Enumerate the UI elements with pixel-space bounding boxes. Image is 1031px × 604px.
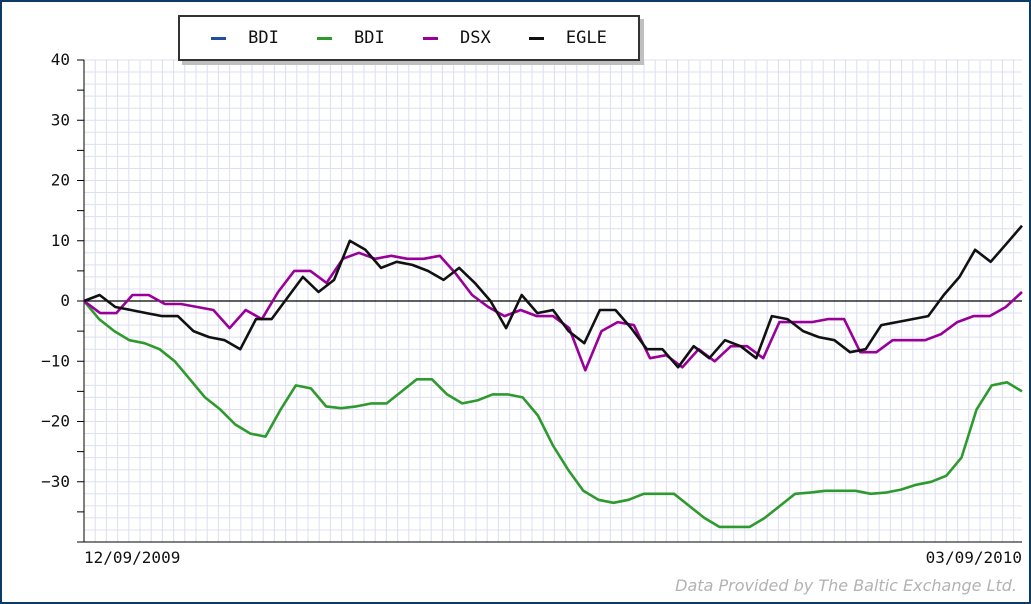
legend-item: BDI xyxy=(211,28,279,48)
y-axis-tick-label: 0 xyxy=(60,291,70,310)
legend-item: DSX xyxy=(422,28,491,48)
series-line xyxy=(83,224,1023,369)
y-axis-tick-label: 20 xyxy=(51,171,70,190)
x-axis-label-end: 03/09/2010 xyxy=(926,548,1022,567)
y-axis-tick-label: −30 xyxy=(41,472,70,491)
legend-swatch xyxy=(528,36,544,40)
legend-swatch xyxy=(422,36,438,40)
legend-label: EGLE xyxy=(565,28,607,48)
legend-item: BDI xyxy=(317,28,385,48)
legend-swatch xyxy=(211,36,227,40)
legend-label: BDI xyxy=(354,28,385,48)
legend-item: EGLE xyxy=(528,28,607,48)
y-axis-tick-label: 30 xyxy=(51,110,70,129)
legend-label: DSX xyxy=(459,28,491,48)
y-axis-tick-label: −10 xyxy=(41,351,70,370)
data-credit: Data Provided by The Baltic Exchange Ltd… xyxy=(675,576,1017,595)
x-axis-label-start: 12/09/2009 xyxy=(84,548,180,567)
y-axis-tick-label: −20 xyxy=(41,412,70,431)
legend-swatch xyxy=(317,36,333,40)
series-line xyxy=(83,251,1023,372)
y-axis-tick-label: 40 xyxy=(51,50,70,69)
legend-label: BDI xyxy=(248,28,279,48)
series-line xyxy=(83,300,1023,529)
y-axis-tick-label: 10 xyxy=(51,231,70,250)
legend: BDI BDI DSX EGLE xyxy=(178,15,640,61)
